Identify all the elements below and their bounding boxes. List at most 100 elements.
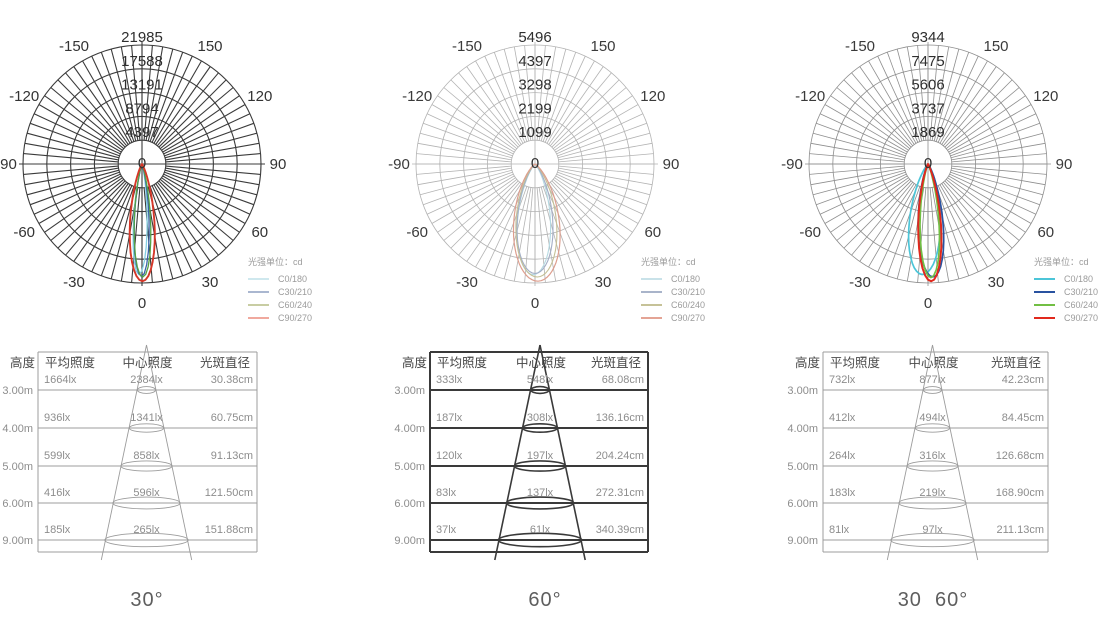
radial-labels: 5496 4397 3298 2199 1099 0 [518, 29, 551, 172]
legend-item-C60-240: C60/240 [641, 298, 733, 311]
polar-spoke [809, 153, 905, 163]
polar-spoke [65, 72, 128, 147]
cell-spot-diameter: 42.23cm [1002, 374, 1044, 386]
polar-spoke [555, 104, 639, 153]
polar-spoke [165, 153, 261, 163]
polar-spoke [466, 66, 522, 145]
header-spot-diameter: 光斑直径 [991, 356, 1041, 370]
polar-spoke [538, 46, 557, 141]
radial-tick-label: 0 [138, 155, 146, 172]
polar-spoke [416, 165, 512, 175]
cell-spot-diameter: 211.13cm [997, 524, 1045, 536]
polar-spoke [156, 181, 219, 256]
polar-spoke [917, 45, 927, 141]
cell-avg-lux: 37lx [436, 524, 457, 536]
polar-spoke [30, 171, 120, 206]
cell-spot-diameter: 168.90cm [996, 487, 1044, 499]
cell-spot-diameter: 91.13cm [211, 450, 253, 462]
cell-center-lux: 858lx [133, 450, 160, 462]
radial-tick-label: 13191 [121, 77, 163, 94]
polar-spoke [836, 178, 911, 241]
polar-spoke [44, 177, 123, 233]
polar-spoke [949, 113, 1037, 155]
polar-spoke [843, 79, 912, 148]
polar-spoke [877, 55, 919, 143]
polar-spoke [945, 178, 1020, 241]
header-avg-lux: 平均照度 [437, 355, 488, 370]
polar-spoke [159, 87, 234, 150]
light-spot-ellipse [120, 460, 173, 472]
header-center-lux: 中心照度 [122, 355, 173, 370]
polar-spoke [164, 132, 258, 159]
angle-tick-label: 0 [924, 295, 932, 312]
polar-spoke [493, 52, 528, 142]
polar-spoke [57, 79, 126, 148]
angle-tick-label: -60 [799, 224, 821, 241]
polar-spoke [949, 173, 1037, 215]
radial-tick-label: 3298 [518, 77, 551, 94]
radial-tick-label: 7475 [911, 53, 944, 70]
cell-center-lux: 97lx [922, 524, 943, 536]
polar-spoke [950, 171, 1040, 206]
polar-spoke [164, 169, 258, 196]
polar-spoke [164, 122, 254, 157]
polar-spoke [450, 79, 519, 148]
radial-tick-label: 21985 [121, 29, 163, 46]
polar-spoke [557, 171, 647, 206]
polar-spoke [948, 104, 1032, 153]
polar-spoke [426, 173, 514, 215]
polar-spoke [100, 52, 135, 142]
polar-spoke [493, 186, 528, 276]
polar-spoke [426, 113, 514, 155]
legend-beam-30-60: 光强单位：cd C0/180 C30/210 C60/240 C90/270 [1034, 256, 1104, 324]
polar-spoke [165, 167, 260, 186]
polar-spoke [145, 46, 164, 141]
cell-height: 5.00m [394, 461, 425, 473]
light-spot-ellipse [104, 532, 189, 548]
light-spot-ellipse [898, 496, 967, 510]
table-lines [37, 351, 258, 553]
polar-spoke [555, 175, 639, 224]
cell-spot-diameter: 121.50cm [205, 487, 253, 499]
cell-center-lux: 316lx [919, 450, 946, 462]
light-spot-ellipse [890, 532, 975, 548]
beam-curve-C60-240 [133, 163, 152, 278]
polar-spoke [475, 184, 524, 268]
cell-center-lux: 197lx [527, 450, 554, 462]
radial-tick-label: 9344 [911, 29, 944, 46]
polar-spoke [24, 167, 119, 186]
polar-spoke [33, 173, 121, 215]
polar-spoke [551, 180, 620, 249]
table-values: 3.00m 732lx 877lx 42.23cm 4.00m 412lx 494lx 84.… [787, 374, 1044, 547]
radial-tick-label: 1099 [518, 124, 551, 141]
legend-label: C60/240 [278, 299, 313, 310]
light-spot-ellipse [521, 422, 559, 433]
header-avg-lux: 平均照度 [830, 355, 881, 370]
polar-spoke [38, 175, 122, 224]
polar-spoke [937, 55, 979, 143]
cell-avg-lux: 412lx [829, 412, 856, 424]
polar-spoke [906, 46, 925, 141]
cell-center-lux: 308lx [527, 412, 554, 424]
cell-height: 9.00m [2, 535, 33, 547]
radial-labels: 21985 17588 13191 8794 4397 0 [121, 29, 163, 172]
cell-height: 5.00m [2, 461, 33, 473]
polar-spoke [554, 95, 633, 151]
beam-curve-C90-270 [128, 163, 156, 283]
polar-spoke [165, 165, 261, 175]
legend-item-C30-210: C30/210 [1034, 285, 1104, 298]
light-spot-ellipse [128, 423, 165, 433]
polar-spoke [65, 181, 128, 256]
angle-tick-label: 90 [1056, 156, 1073, 173]
cell-height: 9.00m [787, 535, 818, 547]
angle-tick-label: 60 [644, 224, 661, 241]
table-headers: 高度 平均照度 中心照度 光斑直径 [402, 355, 641, 370]
legend-item-C90-270: C90/270 [1034, 311, 1104, 324]
polar-spoke [836, 87, 911, 150]
polar-spoke [143, 45, 153, 141]
angle-tick-label: 60 [1037, 224, 1054, 241]
polar-spoke [162, 104, 246, 153]
polar-spoke [110, 48, 137, 142]
header-center-lux: 中心照度 [908, 355, 959, 370]
cell-spot-diameter: 151.88cm [205, 524, 253, 536]
